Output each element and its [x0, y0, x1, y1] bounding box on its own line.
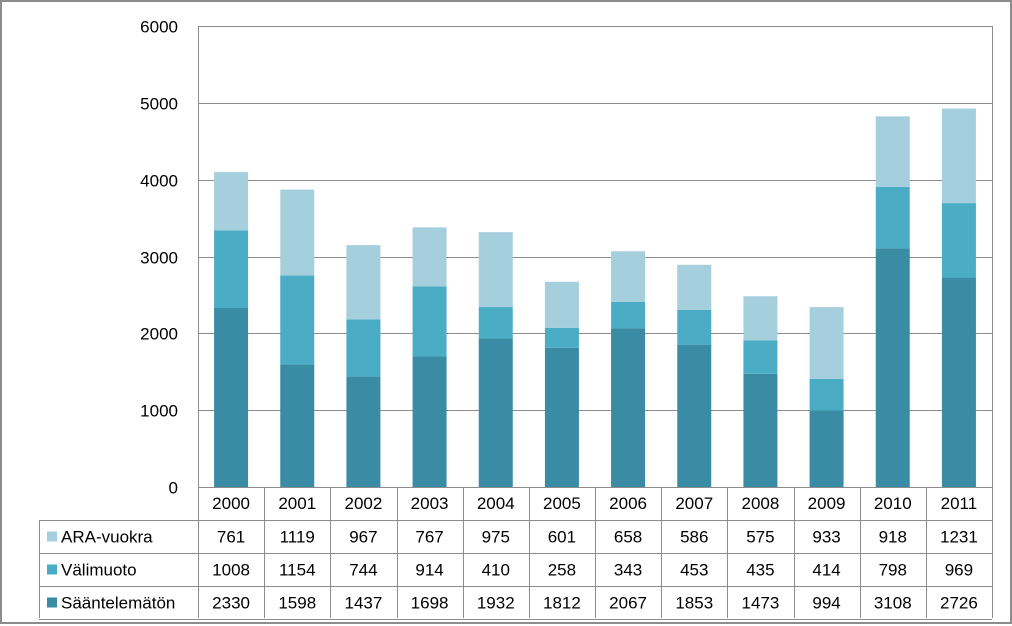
bar-Sääntelemätön-2007 [677, 344, 712, 487]
bar-Sääntelemätön-2011 [941, 277, 976, 487]
x-tick-label-2007: 2007 [675, 494, 713, 513]
table-cell-ARA-vuokra-2004: 975 [482, 528, 510, 547]
bar-Sääntelemätön-2005 [544, 347, 579, 487]
table-cell-ARA-vuokra-2005: 601 [548, 528, 576, 547]
x-tick-label-2010: 2010 [874, 494, 912, 513]
bar-Välimuoto-2008 [743, 340, 778, 374]
legend-key-Sääntelemätön [47, 597, 57, 608]
bar-Välimuoto-2006 [611, 301, 646, 329]
x-tick-label-2002: 2002 [345, 494, 383, 513]
table-cell-Välimuoto-2003: 914 [415, 561, 443, 580]
table-cell-ARA-vuokra-2003: 767 [415, 528, 443, 547]
table-cell-Välimuoto-2000: 1008 [212, 561, 250, 580]
bar-Välimuoto-2009 [809, 378, 844, 411]
bar-Sääntelemätön-2003 [412, 356, 447, 487]
bar-Sääntelemätön-2000 [214, 307, 249, 487]
bar-Välimuoto-2000 [214, 230, 249, 308]
x-tick-label-2001: 2001 [278, 494, 316, 513]
legend-label-ARA-vuokra: ARA-vuokra [61, 528, 153, 547]
table-cell-Välimuoto-2005: 258 [548, 561, 576, 580]
table-cell-Sääntelemätön-2007: 1853 [675, 594, 713, 613]
table-cell-Sääntelemätön-2010: 3108 [874, 594, 912, 613]
table-cell-Sääntelemätön-2008: 1473 [742, 594, 780, 613]
bar-Sääntelemätön-2008 [743, 373, 778, 487]
bar-Välimuoto-2001 [280, 275, 315, 365]
table-cell-ARA-vuokra-2009: 933 [812, 528, 840, 547]
legend-key-Välimuoto [47, 564, 57, 575]
table-cell-Sääntelemätön-2004: 1932 [477, 594, 515, 613]
table-cell-Välimuoto-2011: 969 [945, 561, 973, 580]
x-tick-label-2009: 2009 [808, 494, 846, 513]
table-cell-ARA-vuokra-2011: 1231 [940, 528, 978, 547]
bar-Välimuoto-2005 [544, 327, 579, 348]
table-cell-Sääntelemätön-2000: 2330 [212, 594, 250, 613]
y-tick-label-0: 0 [169, 479, 178, 498]
bar-ARA-vuokra-2007 [677, 264, 712, 310]
bar-ARA-vuokra-2000 [214, 172, 249, 231]
y-tick-label-5000: 5000 [140, 95, 178, 114]
bar-ARA-vuokra-2004 [478, 232, 513, 308]
table-cell-Välimuoto-2001: 1154 [279, 561, 316, 580]
bar-ARA-vuokra-2010 [875, 116, 910, 187]
bar-ARA-vuokra-2001 [280, 189, 315, 276]
bar-Välimuoto-2003 [412, 286, 447, 357]
bar-ARA-vuokra-2009 [809, 307, 844, 379]
table-cell-ARA-vuokra-2002: 967 [349, 528, 377, 547]
y-tick-label-4000: 4000 [140, 172, 178, 191]
table-cell-ARA-vuokra-2007: 586 [680, 528, 708, 547]
x-tick-label-2006: 2006 [609, 494, 647, 513]
table-cell-Sääntelemätön-2011: 2726 [940, 594, 978, 613]
bar-ARA-vuokra-2003 [412, 227, 447, 287]
bar-Välimuoto-2004 [478, 307, 513, 339]
bar-ARA-vuokra-2011 [941, 108, 976, 204]
x-tick-label-2000: 2000 [212, 494, 250, 513]
table-cell-ARA-vuokra-2008: 575 [746, 528, 774, 547]
table-cell-Välimuoto-2007: 453 [680, 561, 708, 580]
bar-Sääntelemätön-2002 [346, 376, 381, 487]
table-cell-Välimuoto-2006: 343 [614, 561, 642, 580]
table-cell-Välimuoto-2004: 410 [482, 561, 510, 580]
bar-Välimuoto-2007 [677, 309, 712, 345]
table-cell-ARA-vuokra-2000: 761 [217, 528, 245, 547]
table-cell-Välimuoto-2002: 744 [349, 561, 377, 580]
bar-Sääntelemätön-2006 [611, 328, 646, 487]
table-cell-Sääntelemätön-2003: 1698 [411, 594, 449, 613]
bar-Sääntelemätön-2010 [875, 248, 910, 487]
table-cell-Sääntelemätön-2005: 1812 [543, 594, 581, 613]
table-cell-ARA-vuokra-2010: 918 [879, 528, 907, 547]
y-tick-label-3000: 3000 [140, 249, 178, 268]
x-tick-label-2005: 2005 [543, 494, 581, 513]
bar-Välimuoto-2002 [346, 319, 381, 377]
table-cell-Välimuoto-2009: 414 [812, 561, 840, 580]
y-tick-label-6000: 6000 [140, 18, 178, 37]
bar-ARA-vuokra-2008 [743, 296, 778, 341]
bar-Välimuoto-2011 [941, 203, 976, 278]
y-tick-label-1000: 1000 [140, 402, 178, 421]
x-tick-label-2008: 2008 [742, 494, 780, 513]
table-cell-Sääntelemätön-2002: 1437 [345, 594, 383, 613]
bar-ARA-vuokra-2005 [544, 281, 579, 328]
bar-Sääntelemätön-2009 [809, 410, 844, 487]
legend-key-ARA-vuokra [47, 531, 57, 542]
table-cell-ARA-vuokra-2006: 658 [614, 528, 642, 547]
table-cell-Välimuoto-2008: 435 [746, 561, 774, 580]
table-cell-Välimuoto-2010: 798 [879, 561, 907, 580]
bar-ARA-vuokra-2002 [346, 245, 381, 320]
bar-Sääntelemätön-2004 [478, 338, 513, 487]
x-tick-label-2004: 2004 [477, 494, 515, 513]
x-tick-label-2011: 2011 [941, 494, 978, 513]
x-tick-label-2003: 2003 [411, 494, 449, 513]
bar-Sääntelemätön-2001 [280, 364, 315, 487]
table-cell-ARA-vuokra-2001: 1119 [280, 528, 315, 547]
y-tick-label-2000: 2000 [140, 325, 178, 344]
legend-label-Välimuoto: Välimuoto [61, 561, 137, 580]
bar-Välimuoto-2010 [875, 186, 910, 249]
table-cell-Sääntelemätön-2009: 994 [812, 594, 840, 613]
table-cell-Sääntelemätön-2006: 2067 [609, 594, 647, 613]
bar-ARA-vuokra-2006 [611, 251, 646, 302]
legend-label-Sääntelemätön: Sääntelemätön [61, 594, 175, 613]
table-cell-Sääntelemätön-2001: 1598 [278, 594, 316, 613]
